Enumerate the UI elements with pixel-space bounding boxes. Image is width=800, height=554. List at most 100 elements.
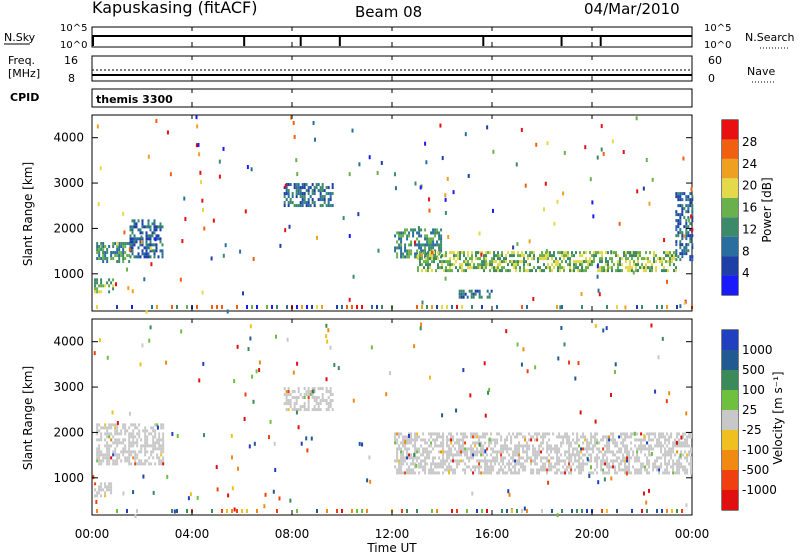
data-cell [580, 465, 583, 469]
data-cell [648, 438, 651, 442]
data-cell [594, 441, 597, 445]
data-cell [406, 453, 409, 457]
data-cell [669, 257, 671, 261]
data-cell [419, 263, 421, 267]
data-cell [285, 198, 288, 202]
data-cell [652, 438, 655, 442]
data-cell [160, 450, 163, 454]
data-cell [95, 499, 98, 504]
data-cell [482, 447, 485, 451]
data-cell [394, 438, 397, 442]
data-cell [494, 456, 497, 460]
data-cell [195, 115, 198, 120]
data-cell [687, 207, 690, 211]
data-cell [520, 432, 523, 436]
data-cell [513, 266, 515, 270]
data-cell [459, 251, 461, 255]
data-cell [438, 465, 441, 469]
data-cell [333, 362, 336, 367]
data-cell [621, 263, 623, 267]
data-cell [468, 459, 471, 463]
data-cell [184, 217, 187, 222]
data-cell [143, 225, 146, 229]
data-cell [511, 251, 513, 255]
data-cell [243, 417, 246, 422]
data-cell [498, 432, 501, 436]
y-tick-label: 3000 [53, 380, 84, 394]
data-cell [388, 371, 391, 376]
data-cell [442, 456, 445, 460]
data-cell [278, 496, 281, 501]
data-cell [122, 447, 125, 451]
data-cell [543, 254, 545, 258]
data-cell [612, 453, 615, 457]
data-cell [458, 295, 461, 299]
data-cell [590, 459, 593, 463]
data-cell [131, 243, 134, 247]
data-cell [615, 254, 617, 258]
data-cell [404, 456, 407, 460]
data-cell [518, 447, 521, 451]
data-cell [630, 432, 633, 436]
data-cell [400, 255, 403, 259]
data-cell [138, 462, 141, 466]
data-cell [449, 263, 451, 267]
data-cell [416, 305, 418, 309]
data-cell [671, 260, 673, 264]
data-cell [100, 248, 103, 252]
data-cell [292, 370, 295, 375]
data-cell [410, 441, 413, 445]
data-cell [596, 447, 599, 451]
data-cell [224, 243, 227, 248]
data-cell [565, 254, 567, 258]
data-cell [500, 447, 503, 451]
data-cell [98, 284, 101, 288]
data-cell [406, 255, 409, 259]
data-cell [291, 408, 294, 412]
data-cell [553, 221, 556, 226]
data-cell [153, 225, 156, 229]
data-cell [434, 231, 437, 235]
data-cell [96, 423, 99, 427]
data-cell [470, 432, 473, 436]
data-cell [676, 432, 679, 436]
data-cell [131, 219, 134, 223]
data-cell [603, 269, 605, 273]
data-cell [112, 441, 115, 445]
data-cell [368, 455, 371, 460]
data-cell [542, 432, 545, 436]
data-cell [528, 456, 531, 460]
data-cell [605, 260, 607, 264]
data-cell [685, 198, 688, 202]
data-cell [424, 141, 427, 146]
data-cell [312, 120, 315, 125]
data-cell [686, 438, 689, 442]
colorbar-segment [722, 217, 738, 237]
data-cell [517, 254, 519, 258]
data-cell [481, 266, 483, 270]
data-cell [301, 204, 304, 208]
data-cell [681, 213, 684, 217]
data-cell [683, 249, 686, 253]
data-cell [420, 252, 423, 257]
data-cell [366, 478, 369, 483]
data-cell [676, 468, 679, 472]
data-cell [468, 447, 471, 451]
data-cell [492, 149, 495, 154]
data-cell [514, 447, 517, 451]
data-cell [162, 435, 165, 439]
colorbar-segment [722, 350, 738, 370]
data-cell [471, 254, 473, 258]
data-cell [566, 456, 569, 460]
colorbar-segment [722, 256, 738, 276]
data-cell [301, 195, 304, 199]
data-cell [656, 465, 659, 469]
data-cell [576, 447, 579, 451]
data-cell [636, 453, 639, 457]
data-cell [503, 266, 505, 270]
data-cell [563, 257, 565, 261]
data-cell [686, 459, 689, 463]
data-cell [513, 251, 515, 255]
data-cell [589, 260, 591, 264]
data-cell [92, 475, 95, 480]
